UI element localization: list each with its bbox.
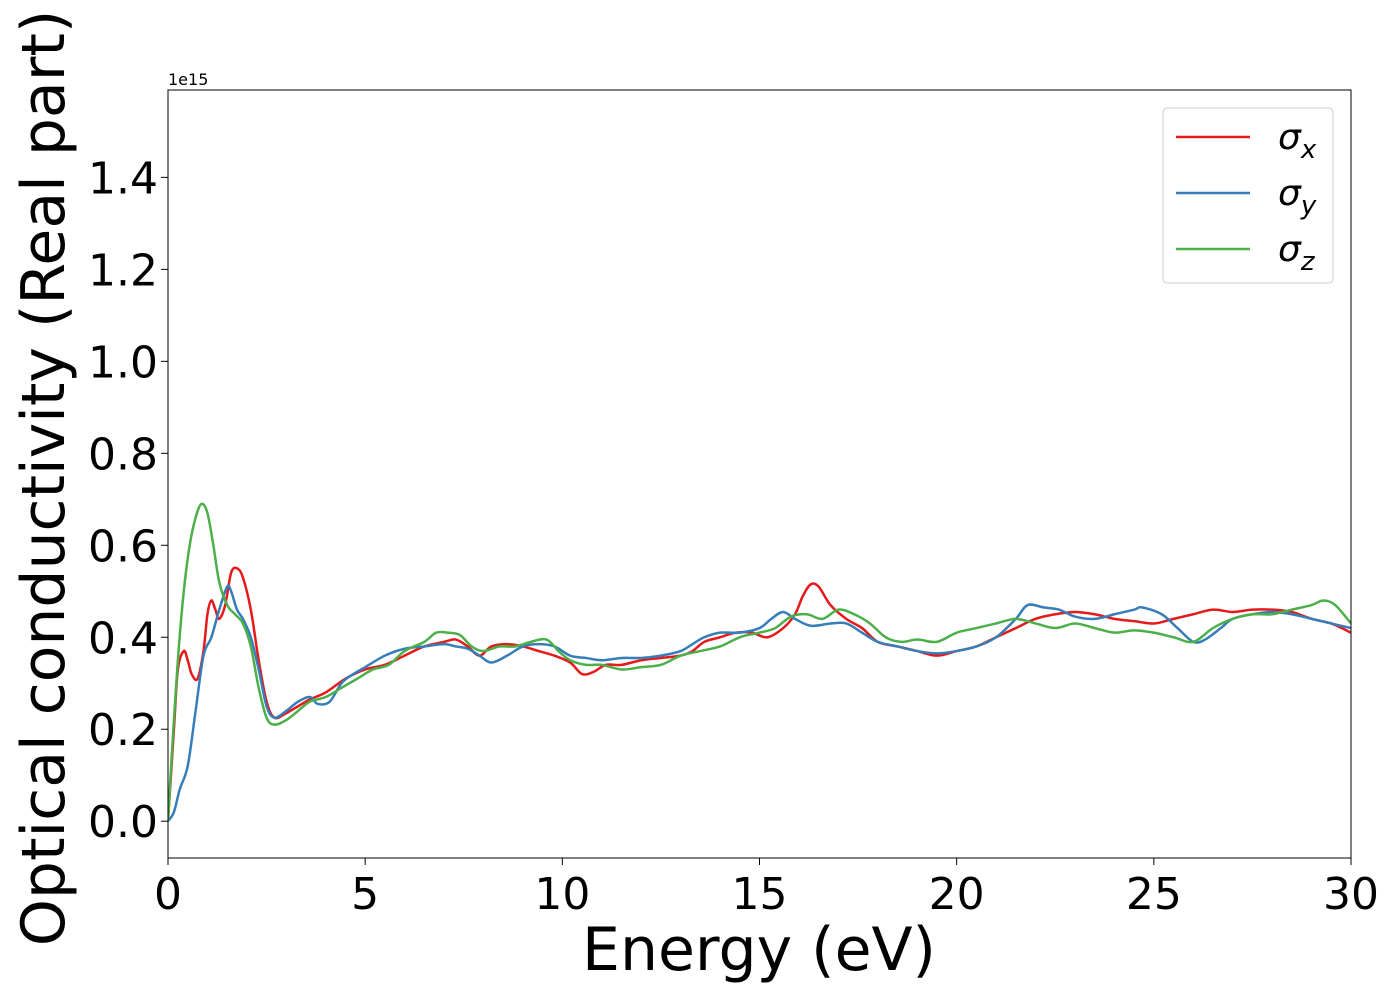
y-tick-label: 0.6 — [88, 521, 158, 572]
y-tick-label: 1.0 — [88, 337, 158, 388]
x-tick-label: 5 — [351, 869, 379, 920]
y-tick-label: 0.4 — [88, 613, 158, 664]
y-axis: 0.0 0.2 0.4 0.6 0.8 1.0 1.2 1.4 — [88, 153, 168, 848]
series-line-sigma-y — [168, 584, 1351, 822]
x-tick-label: 15 — [732, 869, 788, 920]
legend: σx σy σz — [1162, 107, 1334, 284]
x-tick-label: 0 — [154, 869, 182, 920]
x-tick-label: 25 — [1126, 869, 1182, 920]
legend-label-sigma-y: σy — [1278, 173, 1317, 221]
x-tick-label: 20 — [929, 869, 985, 920]
y-tick-label: 1.2 — [88, 245, 158, 296]
y-tick-label: 0.2 — [88, 705, 158, 756]
series-line-sigma-z — [168, 502, 1351, 822]
y-axis-label: Optical conductivity (Real part) — [9, 10, 79, 947]
x-axis: 0 5 10 15 20 25 30 — [154, 858, 1379, 920]
x-tick-label: 10 — [534, 869, 590, 920]
y-tick-label: 0.8 — [88, 429, 158, 480]
y-offset-label: 1e15 — [168, 70, 208, 89]
legend-label-sigma-z: σz — [1278, 229, 1316, 277]
series-layer — [168, 502, 1351, 822]
series-line-sigma-x — [168, 566, 1351, 822]
y-tick-label: 0.0 — [88, 797, 158, 848]
y-tick-label: 1.4 — [88, 153, 158, 204]
legend-box — [1162, 107, 1334, 284]
x-axis-label: Energy (eV) — [582, 915, 936, 985]
x-tick-label: 30 — [1323, 869, 1379, 920]
legend-label-sigma-x: σx — [1278, 117, 1317, 165]
